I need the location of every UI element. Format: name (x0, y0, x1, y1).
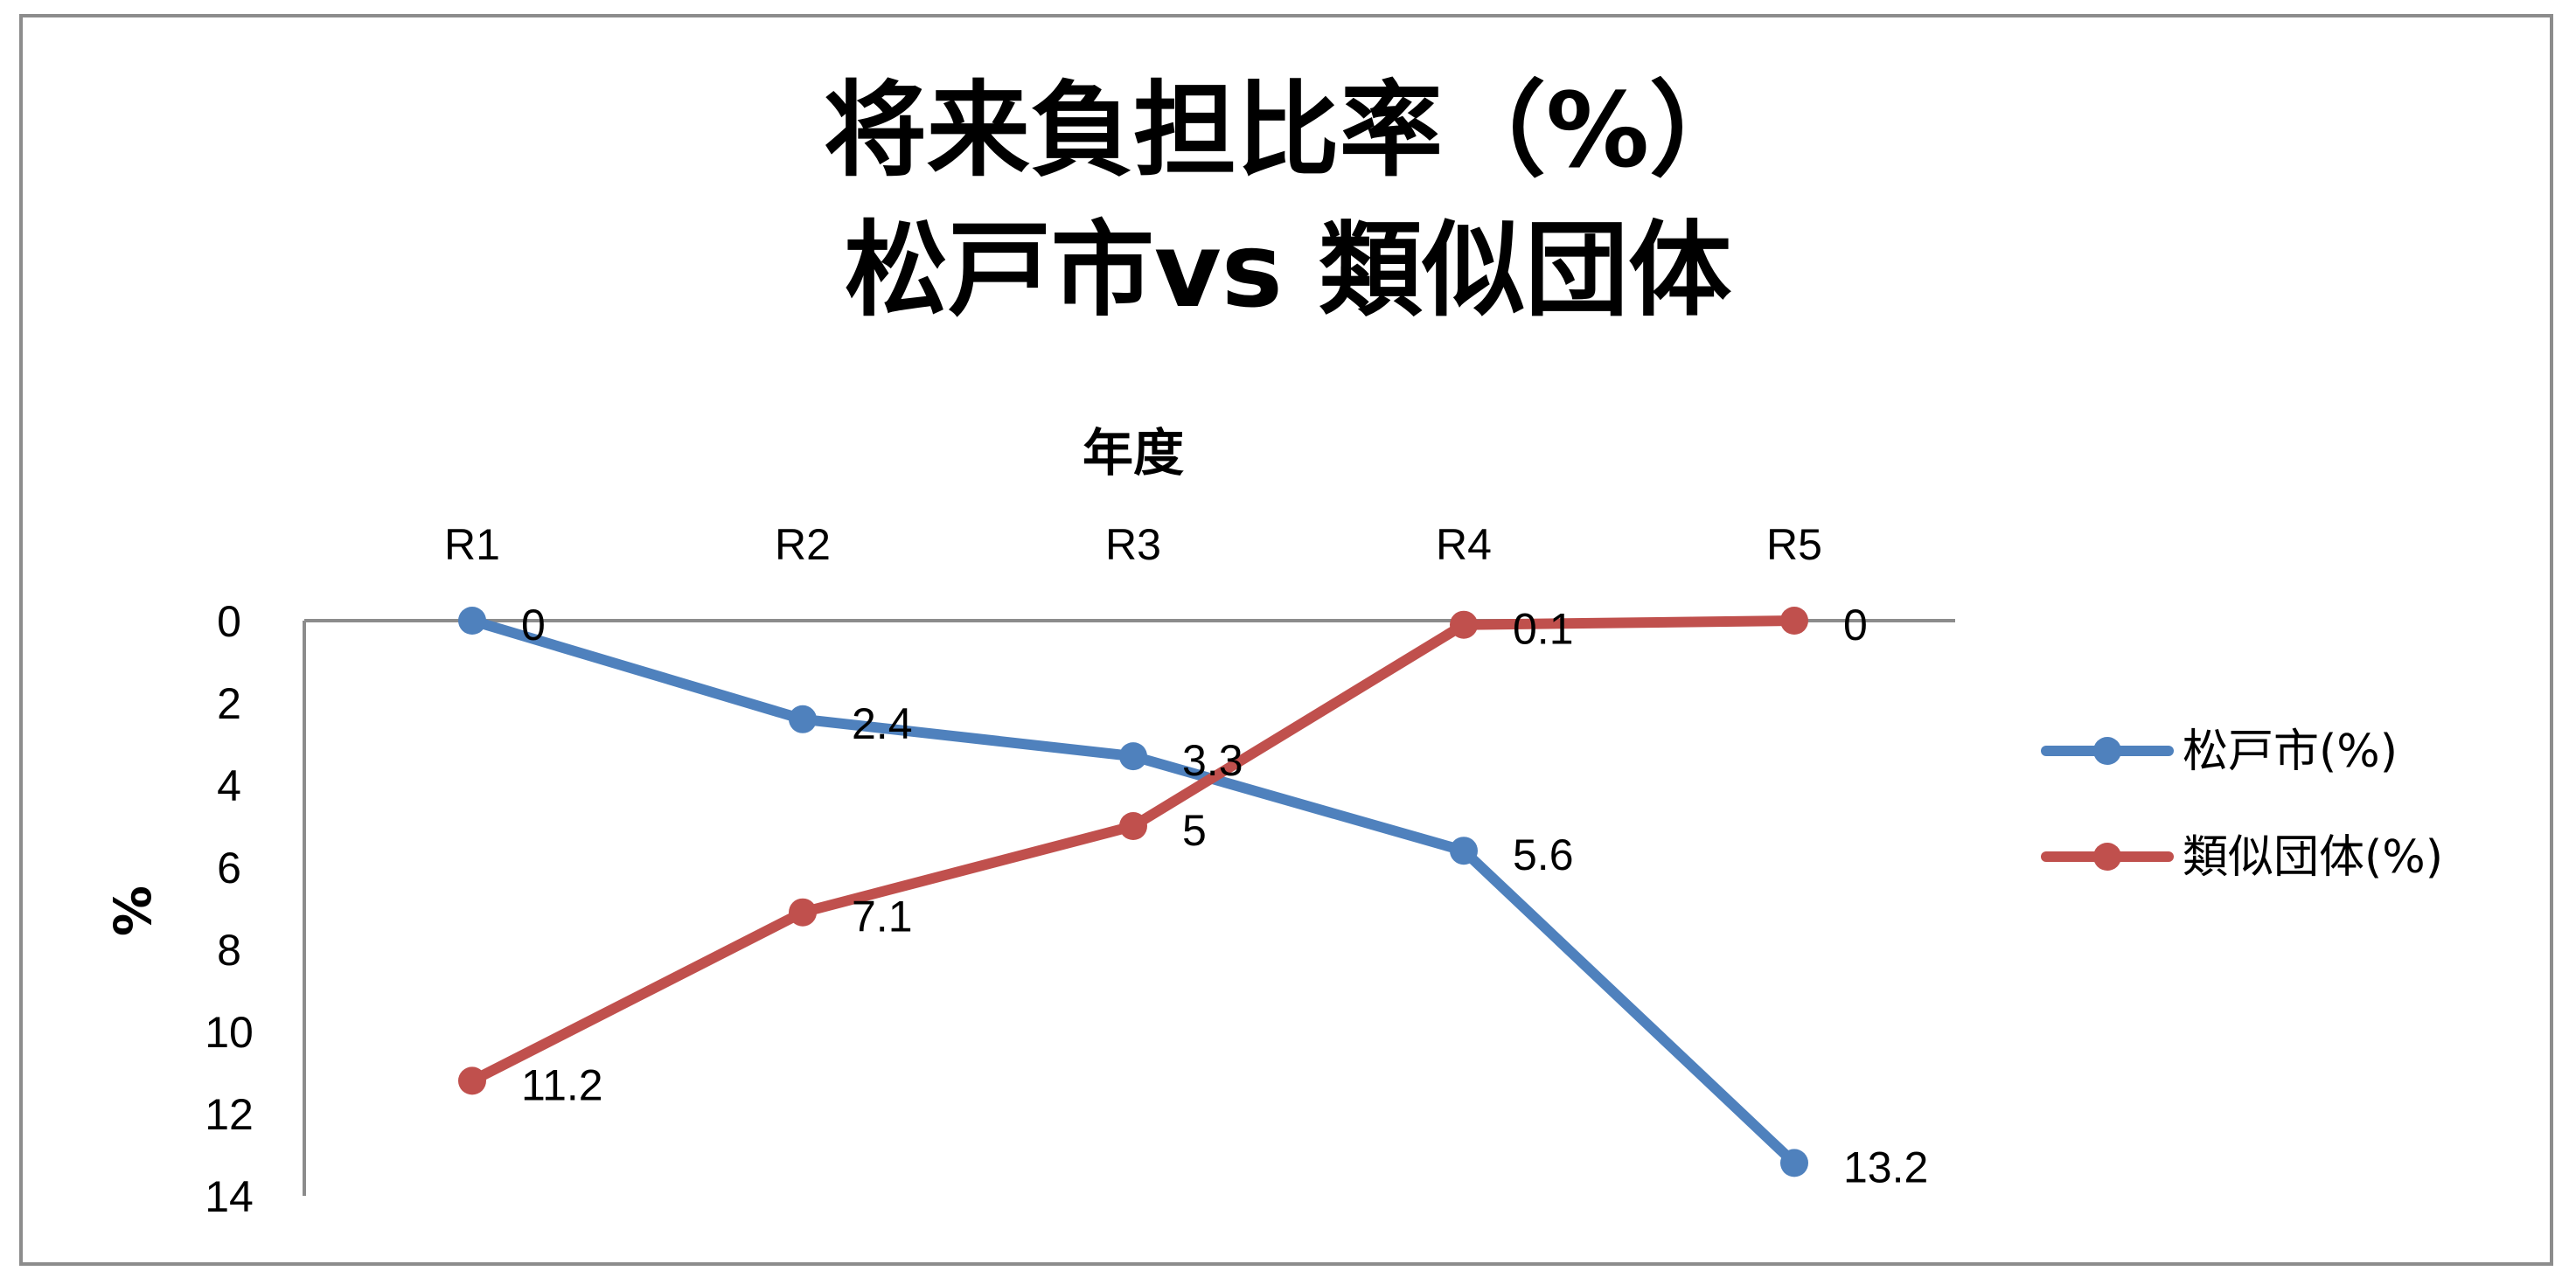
y-tick-label-8: 8 (217, 926, 241, 975)
x-tick-label-r4: R4 (1436, 520, 1492, 569)
data-point-similar-groups-r4 (1450, 610, 1478, 639)
series-similar-groups (467, 615, 1800, 1087)
x-tick-label-r2: R2 (775, 520, 831, 569)
data-point-matsudo-r4 (1450, 837, 1478, 865)
y-tick-label-2: 2 (217, 679, 241, 728)
data-point-similar-groups-r2 (789, 898, 817, 927)
y-tick-label-10: 10 (205, 1008, 254, 1057)
x-axis-title: 年度 (1083, 423, 1184, 483)
data-label-matsudo-r5: 13.2 (1843, 1143, 1928, 1191)
data-labels-matsudo: 0 2.4 3.3 5.6 13.2 (521, 601, 1928, 1191)
x-tick-label-r5: R5 (1766, 520, 1822, 569)
y-tick-label-0: 0 (217, 597, 241, 646)
y-tick-label-12: 12 (205, 1090, 254, 1139)
chart-title-line-1: 将来負担比率（%） (824, 70, 1752, 191)
data-label-similar-groups-r1: 11.2 (521, 1060, 603, 1109)
series-markers-similar-groups (458, 607, 1808, 1095)
data-label-matsudo-r4: 5.6 (1513, 830, 1574, 879)
y-axis-title: % (101, 886, 161, 936)
data-label-similar-groups-r4: 0.1 (1513, 605, 1574, 654)
data-label-similar-groups-r2: 7.1 (852, 893, 913, 941)
data-label-similar-groups-r3: 5 (1182, 806, 1207, 855)
data-point-similar-groups-r5 (1780, 607, 1808, 635)
data-label-matsudo-r2: 2.4 (852, 699, 913, 748)
data-labels-similar-groups: 11.2 7.1 5 0.1 0 (521, 601, 1868, 1109)
x-tick-label-r1: R1 (444, 520, 500, 569)
series-line-matsudo (467, 615, 1800, 1169)
data-point-similar-groups-r3 (1119, 812, 1147, 840)
x-tick-label-r3: R3 (1105, 520, 1161, 569)
data-point-similar-groups-r1 (458, 1066, 486, 1095)
chart-frame (19, 14, 2553, 1266)
legend: 松戸市(%) 類似団体(%) (2041, 726, 2443, 884)
series-matsudo (467, 615, 1800, 1169)
data-label-matsudo-r1: 0 (521, 601, 546, 649)
legend-item-matsudo: 松戸市(%) (2041, 726, 2398, 778)
legend-label-similar-groups: 類似団体(%) (2183, 831, 2443, 884)
legend-label-matsudo: 松戸市(%) (2183, 726, 2398, 778)
y-tick-label-6: 6 (217, 844, 241, 893)
axes: 0 2 4 6 8 10 12 14 R1 R2 R3 R4 R5 (205, 520, 1955, 1221)
data-point-matsudo-r1 (458, 607, 486, 635)
y-tick-label-14: 14 (205, 1172, 254, 1221)
series-markers-matsudo (458, 607, 1808, 1177)
data-label-matsudo-r3: 3.3 (1182, 736, 1243, 785)
data-point-matsudo-r5 (1780, 1149, 1808, 1177)
data-label-similar-groups-r5: 0 (1843, 601, 1868, 649)
data-point-matsudo-r3 (1119, 742, 1147, 771)
legend-marker-similar-groups (2093, 843, 2121, 871)
y-tick-label-4: 4 (217, 761, 241, 810)
data-point-matsudo-r2 (789, 705, 817, 733)
legend-item-similar-groups: 類似団体(%) (2041, 831, 2443, 884)
legend-marker-matsudo (2093, 737, 2121, 765)
series-layer: 0 2.4 3.3 5.6 13.2 11.2 7.1 5 0.1 0 (458, 601, 1928, 1191)
series-line-similar-groups (467, 615, 1800, 1087)
chart-title-line-2: 松戸市vs 類似団体 (845, 210, 1731, 330)
